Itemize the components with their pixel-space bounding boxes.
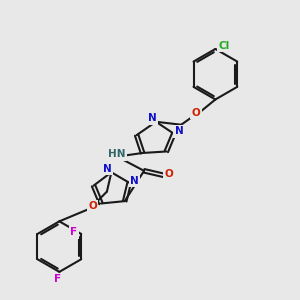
Text: N: N [130,176,139,186]
Text: O: O [88,201,97,211]
Text: O: O [164,169,173,179]
Text: N: N [148,113,157,123]
Text: HN: HN [108,149,125,160]
Text: N: N [103,164,112,174]
Text: F: F [54,274,61,284]
Text: F: F [70,227,77,238]
Text: Cl: Cl [219,41,230,51]
Text: N: N [175,126,184,136]
Text: O: O [192,108,200,118]
